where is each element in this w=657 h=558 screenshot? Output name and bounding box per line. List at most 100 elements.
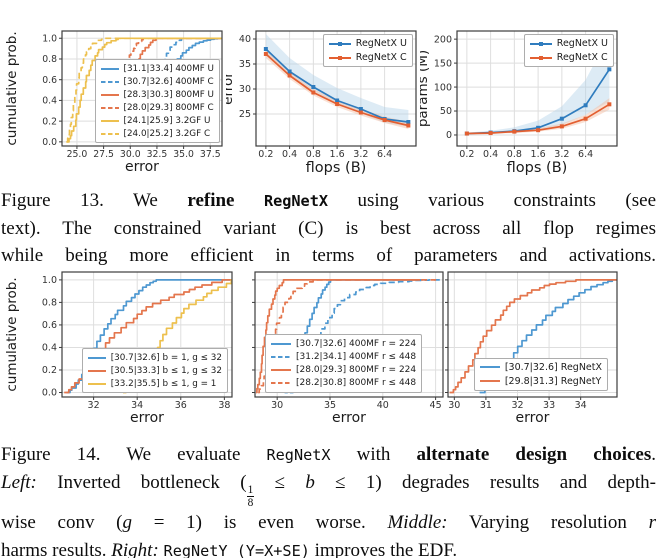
y-tick-label: 100 xyxy=(434,82,452,93)
x-tick-label: 32 xyxy=(511,400,523,411)
legend-label: [33.2|35.5] b ≤ 1, g = 1 xyxy=(110,378,217,389)
legend-swatch xyxy=(100,119,119,122)
plot-svg: 32 34 36 38 0.0 0.2 0.4 0.6 0.8 1.0 error cumulativ… xyxy=(4,271,233,426)
x-tick-label: 34 xyxy=(131,400,143,411)
legend-label: [30.7|32.6] 400MF r = 224 xyxy=(296,338,417,349)
legend-entry: [24.0|25.2] 3.2GF C xyxy=(100,127,214,140)
legend-swatch xyxy=(100,106,119,109)
legend-swatch xyxy=(271,382,291,385)
plot-legend: RegNetX U RegNetX C xyxy=(523,34,614,68)
legend-entry: RegNetX U xyxy=(328,37,407,51)
caption-text: g xyxy=(122,512,133,534)
legend-entry: [30.5|33.3] b ≤ 1, g ≤ 32 xyxy=(87,364,222,377)
legend-entry: [30.7|32.6] 400MF r = 224 xyxy=(270,337,416,350)
legend-entry: [30.7|32.6] 400MF C xyxy=(100,75,214,88)
legend-swatch xyxy=(100,67,119,70)
y-tick-label: 1.0 xyxy=(42,275,57,286)
y-tick-label: 1.0 xyxy=(42,33,57,44)
y-axis-label: cumulative prob. xyxy=(4,31,20,145)
y-tick-label: 150 xyxy=(434,58,452,69)
legend-label: [24.1|25.9] 3.2GF U xyxy=(123,115,211,126)
y-tick-label: 50 xyxy=(440,106,452,117)
caption-text: Inverted bottleneck ( xyxy=(36,472,247,493)
x-tick-label: 37.5 xyxy=(200,149,221,160)
legend-swatch xyxy=(87,382,106,385)
x-tick-label: 1.6 xyxy=(531,149,546,160)
legend-label: [28.0|29.3] 800MF C xyxy=(123,102,214,113)
caption-text: . xyxy=(651,444,657,465)
x-tick-label: 33 xyxy=(543,400,555,411)
legend-label: RegNetX U xyxy=(355,38,407,50)
y-tick-label: 200 xyxy=(434,34,452,45)
plot-frame xyxy=(447,271,618,398)
caption-text: ≤ 1) degrades results and depth- xyxy=(314,472,657,493)
caption-text: with xyxy=(330,444,417,465)
x-tick-label: 6.4 xyxy=(578,149,593,160)
legend-entry: [33.2|35.5] b ≤ 1, g = 1 xyxy=(87,377,222,390)
legend-entry: [31.1|33.4] 400MF U xyxy=(100,62,214,75)
caption-text: r xyxy=(648,512,656,534)
y-tick-label: 0.2 xyxy=(42,365,57,376)
caption-line: harms results. Right: RegNetY (Y=X+SE) i… xyxy=(1,537,656,558)
y-tick-label: 0 xyxy=(446,130,452,141)
confidence-bands xyxy=(265,34,409,129)
legend-swatch xyxy=(100,80,119,83)
legend-swatch xyxy=(529,55,552,60)
plot-frame xyxy=(61,30,223,147)
x-tick-label: 30 xyxy=(448,400,460,411)
y-tick-label: 40 xyxy=(239,34,251,45)
legend-swatch xyxy=(271,369,291,372)
caption-text: refine xyxy=(187,190,264,211)
plot-frame xyxy=(456,30,618,147)
x-tick-label: 1.6 xyxy=(330,149,345,160)
caption-text: harms results. xyxy=(1,540,112,558)
fig13-error-vs-flops-chart: 0.2 0.4 0.8 1.6 3.2 6.4 25 30 35 40 flops (B) error… xyxy=(226,10,420,182)
caption-text: wise conv ( xyxy=(1,512,123,534)
x-tick-label: 34 xyxy=(575,400,587,411)
x-axis-label: flops (B) xyxy=(507,160,568,176)
x-axis-label: error xyxy=(130,410,164,426)
caption-text: RegNetX xyxy=(266,446,331,464)
y-tick-label: 0.8 xyxy=(42,54,57,65)
fig14-regnety-edf-chart: 30 31 32 33 34 error [30.7|32.6] RegNetX [29.8|… xyxy=(445,266,657,428)
legend-entry: [28.0|29.3] 800MF C xyxy=(100,101,214,114)
x-tick-label: 0.2 xyxy=(459,149,474,160)
legend-label: [30.7|32.6] 400MF C xyxy=(123,76,214,87)
x-tick-label: 0.2 xyxy=(258,149,273,160)
x-tick-label: 35.0 xyxy=(173,149,194,160)
plot-legend: [31.1|33.4] 400MF U [30.7|32.6] 400MF C [2… xyxy=(94,59,220,143)
legend-swatch xyxy=(87,369,106,372)
caption-line: while being more efficient in terms of p… xyxy=(1,242,656,269)
legend-entry: RegNetX U xyxy=(529,37,608,51)
caption-text: Middle: xyxy=(387,512,448,534)
x-tick-label: 32.5 xyxy=(147,149,168,160)
caption-line: wise conv (g = 1) is even worse. Middle:… xyxy=(1,509,656,537)
fig13-params-vs-flops-chart: 0.2 0.4 0.8 1.6 3.2 6.4 0 50 100 150 200 flops (B) p… xyxy=(420,10,657,182)
x-tick-label: 45 xyxy=(430,400,442,411)
plot-svg: 30 31 32 33 34 error xyxy=(445,271,618,426)
legend-label: [31.2|34.1] 400MF r ≤ 448 xyxy=(296,352,417,363)
caption-text: Figure 13. We xyxy=(1,190,188,211)
x-tick-label: 27.5 xyxy=(93,149,114,160)
y-axis-label: params (M) xyxy=(420,50,431,127)
caption-text: (Y=X+SE) xyxy=(227,542,310,558)
fig14-bottleneck-edf-chart: 32 34 36 38 0.0 0.2 0.4 0.6 0.8 1.0 error cumulativ… xyxy=(0,266,240,428)
y-tick-label: 0.0 xyxy=(42,137,57,148)
legend-label: [28.0|29.3] 800MF r = 224 xyxy=(296,365,417,376)
x-tick-label: 40 xyxy=(377,400,389,411)
y-tick-label: 0.6 xyxy=(42,75,57,86)
x-tick-label: 0.8 xyxy=(306,149,321,160)
plot-legend: [30.7|32.6] 400MF r = 224 [31.2|34.1] 400… xyxy=(265,334,423,393)
legend-entry: RegNetX C xyxy=(328,51,407,65)
legend-entry: [30.7|32.6] RegNetX xyxy=(479,361,602,375)
legend-label: RegNetX C xyxy=(556,52,608,64)
caption-text: Left: xyxy=(1,472,37,493)
x-tick-label: 6.4 xyxy=(377,149,392,160)
figure14-caption: Figure 14. We evaluate RegNetX with alte… xyxy=(1,441,656,558)
legend-swatch xyxy=(100,93,119,96)
legend-swatch xyxy=(328,41,351,46)
x-tick-label: 38 xyxy=(218,400,230,411)
legend-swatch xyxy=(529,41,552,46)
legend-entry: RegNetX C xyxy=(529,51,608,65)
x-tick-label: 30.0 xyxy=(120,149,141,160)
